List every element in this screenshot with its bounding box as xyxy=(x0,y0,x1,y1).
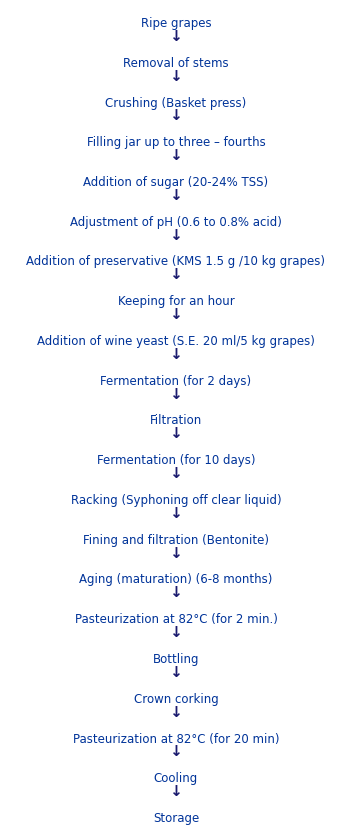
Text: Aging (maturation) (6-8 months): Aging (maturation) (6-8 months) xyxy=(79,573,273,587)
Text: Cooling: Cooling xyxy=(154,772,198,785)
Text: ↓: ↓ xyxy=(170,785,182,800)
Text: Fermentation (for 2 days): Fermentation (for 2 days) xyxy=(100,374,252,388)
Text: ↓: ↓ xyxy=(170,665,182,680)
Text: Bottling: Bottling xyxy=(153,653,199,666)
Text: Keeping for an hour: Keeping for an hour xyxy=(118,295,234,308)
Text: ↓: ↓ xyxy=(170,267,182,282)
Text: ↓: ↓ xyxy=(170,586,182,601)
Text: Pasteurization at 82°C (for 2 min.): Pasteurization at 82°C (for 2 min.) xyxy=(75,613,277,626)
Text: ↓: ↓ xyxy=(170,427,182,442)
Text: ↓: ↓ xyxy=(170,307,182,322)
Text: ↓: ↓ xyxy=(170,347,182,362)
Text: ↓: ↓ xyxy=(170,69,182,84)
Text: Ripe grapes: Ripe grapes xyxy=(141,17,211,30)
Text: ↓: ↓ xyxy=(170,228,182,243)
Text: Racking (Syphoning off clear liquid): Racking (Syphoning off clear liquid) xyxy=(71,494,281,507)
Text: Fining and filtration (Bentonite): Fining and filtration (Bentonite) xyxy=(83,534,269,547)
Text: Addition of sugar (20-24% TSS): Addition of sugar (20-24% TSS) xyxy=(83,176,269,189)
Text: ↓: ↓ xyxy=(170,29,182,44)
Text: Removal of stems: Removal of stems xyxy=(123,57,229,70)
Text: Filtration: Filtration xyxy=(150,414,202,428)
Text: ↓: ↓ xyxy=(170,466,182,481)
Text: Adjustment of pH (0.6 to 0.8% acid): Adjustment of pH (0.6 to 0.8% acid) xyxy=(70,215,282,229)
Text: ↓: ↓ xyxy=(170,188,182,203)
Text: ↓: ↓ xyxy=(170,745,182,760)
Text: ↓: ↓ xyxy=(170,506,182,521)
Text: Pasteurization at 82°C (for 20 min): Pasteurization at 82°C (for 20 min) xyxy=(73,732,279,745)
Text: ↓: ↓ xyxy=(170,625,182,640)
Text: ↓: ↓ xyxy=(170,148,182,163)
Text: Crushing (Basket press): Crushing (Basket press) xyxy=(105,97,247,110)
Text: ↓: ↓ xyxy=(170,108,182,123)
Text: ↓: ↓ xyxy=(170,705,182,720)
Text: Storage: Storage xyxy=(153,812,199,825)
Text: Addition of preservative (KMS 1.5 g /10 kg grapes): Addition of preservative (KMS 1.5 g /10 … xyxy=(26,255,326,269)
Text: Addition of wine yeast (S.E. 20 ml/5 kg grapes): Addition of wine yeast (S.E. 20 ml/5 kg … xyxy=(37,335,315,348)
Text: Filling jar up to three – fourths: Filling jar up to three – fourths xyxy=(87,136,265,149)
Text: ↓: ↓ xyxy=(170,387,182,402)
Text: Crown corking: Crown corking xyxy=(134,693,218,706)
Text: ↓: ↓ xyxy=(170,546,182,561)
Text: Fermentation (for 10 days): Fermentation (for 10 days) xyxy=(97,454,255,468)
